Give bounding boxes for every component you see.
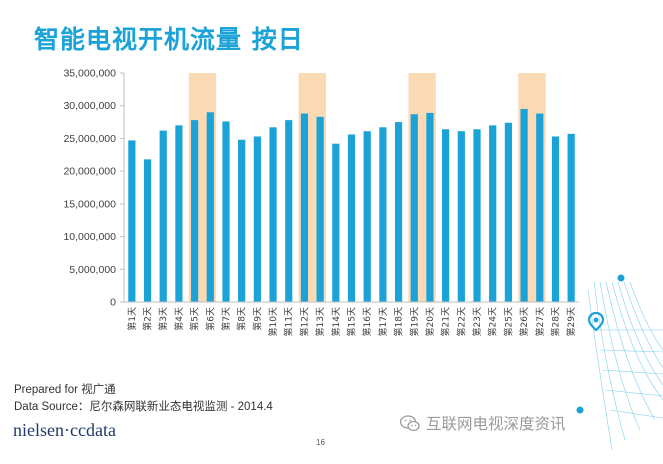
bar-4 [175, 125, 183, 302]
x-tick-label: 第8天 [236, 307, 248, 331]
bar-9 [253, 136, 261, 302]
bar-17 [379, 127, 387, 302]
bar-16 [363, 131, 371, 302]
bar-21 [442, 129, 450, 302]
bar-15 [347, 134, 356, 302]
x-tick-label: 第14天 [330, 307, 342, 336]
x-tick-label: 第6天 [204, 307, 216, 331]
x-tick-label: 第21天 [440, 307, 452, 336]
x-tick-label: 第28天 [549, 307, 561, 336]
y-tick-label: 20,000,000 [63, 166, 116, 178]
x-axis-ticks: 第1天 第2天 第3天 第4天 第5天 第6天 第7天 第8天 第9天 第10天 第11天 第12天第… [126, 307, 577, 336]
page-title: 智能电视开机流量 按日 [34, 25, 304, 54]
x-tick-label: 第12天 [298, 307, 310, 336]
y-tick-label: 25,000,000 [63, 133, 116, 145]
bar-8 [238, 139, 246, 302]
x-tick-label: 第15天 [346, 307, 358, 336]
y-tick-label: 10,000,000 [63, 231, 116, 243]
bar-13 [316, 116, 324, 302]
bar-22 [457, 131, 465, 302]
bar-10 [269, 127, 277, 302]
bar-23 [473, 129, 481, 302]
y-tick-label: 15,000,000 [63, 198, 116, 210]
x-tick-label: 第13天 [314, 307, 326, 336]
bar-25 [504, 122, 512, 303]
bar-24 [489, 125, 497, 302]
bar-2 [143, 159, 152, 302]
watermark-text: 互联网电视深度资讯 [426, 415, 566, 433]
x-tick-label: 第4天 [173, 307, 185, 331]
x-tick-label: 第20天 [424, 307, 436, 336]
bar-19 [410, 114, 418, 302]
bar-14 [332, 143, 340, 302]
x-tick-label: 第11天 [283, 307, 295, 336]
bar-6 [206, 112, 214, 302]
x-tick-label: 第22天 [455, 307, 467, 336]
x-tick-label: 第5天 [189, 307, 201, 331]
wechat-icon [400, 414, 420, 431]
x-tick-label: 第26天 [518, 307, 530, 336]
bar-3 [159, 130, 167, 302]
brand-logo: nielsen·ccdata [13, 420, 116, 440]
bar-7 [222, 121, 230, 302]
bar-5 [191, 120, 199, 302]
bar-26 [520, 108, 528, 302]
x-tick-label: 第25天 [502, 307, 514, 336]
x-tick-label: 第3天 [157, 307, 169, 331]
y-tick-label: 0 [110, 297, 116, 309]
bar-28 [551, 136, 560, 302]
x-tick-label: 第24天 [487, 307, 499, 336]
bar-27 [536, 113, 544, 303]
bar-29 [567, 133, 575, 302]
x-tick-label: 第7天 [220, 307, 232, 331]
bar-18 [394, 122, 403, 302]
x-tick-label: 第17天 [377, 307, 389, 336]
bar-series [128, 108, 575, 303]
footer-source: Data Source：尼尔森网联新业态电视监测 - 2014.4 [14, 401, 273, 413]
y-tick-label: 5,000,000 [69, 264, 116, 276]
x-tick-label: 第10天 [267, 307, 279, 336]
y-tick-label: 30,000,000 [63, 100, 116, 112]
x-tick-label: 第9天 [251, 307, 263, 331]
footer-prepared: Prepared for 视广通 [14, 384, 116, 396]
x-tick-label: 第16天 [361, 307, 373, 336]
x-tick-label: 第27天 [534, 307, 546, 336]
x-tick-label: 第23天 [471, 307, 483, 336]
watermark: 互联网电视深度资讯 [400, 412, 566, 434]
bar-1 [128, 140, 136, 302]
x-tick-label: 第29天 [565, 307, 577, 336]
y-axis-ticks: 0 5,000,000 10,000,000 15,000,000 20,000,000… [63, 68, 124, 309]
x-tick-label: 第2天 [142, 307, 154, 331]
bar-12 [300, 113, 309, 303]
chart-axes [123, 73, 579, 303]
x-tick-label: 第19天 [408, 307, 420, 336]
y-tick-label: 35,000,000 [63, 68, 116, 80]
bar-11 [285, 120, 293, 302]
x-tick-label: 第18天 [393, 307, 405, 336]
page-number: 16 [316, 438, 325, 447]
x-tick-label: 第1天 [126, 307, 138, 331]
bar-20 [426, 112, 434, 302]
